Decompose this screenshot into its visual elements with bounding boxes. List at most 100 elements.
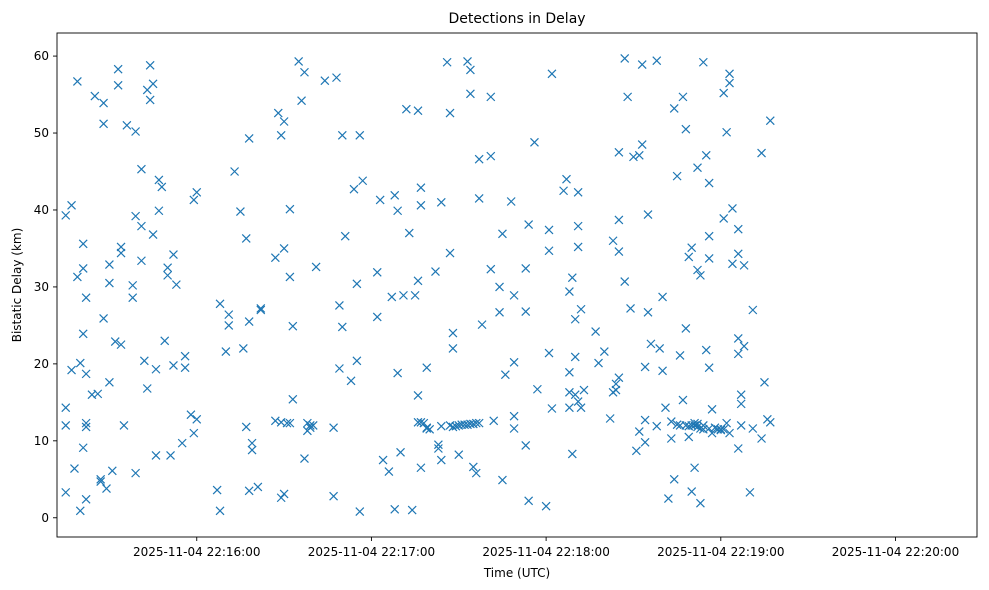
data-point (698, 421, 708, 430)
data-point (96, 477, 106, 487)
data-point (352, 279, 362, 289)
data-point (684, 252, 694, 262)
data-point (698, 57, 708, 67)
data-point (631, 446, 641, 456)
data-point (693, 265, 702, 275)
data-point (748, 424, 758, 433)
data-point (413, 390, 423, 400)
data-point (693, 422, 702, 432)
data-point (567, 449, 577, 459)
data-point (736, 399, 746, 409)
data-point (431, 267, 440, 276)
data-point (288, 394, 298, 404)
data-point (279, 489, 289, 499)
data-point (384, 467, 394, 477)
data-point (180, 351, 190, 361)
data-point (163, 270, 173, 280)
data-point (81, 494, 91, 504)
data-point (285, 272, 295, 282)
data-point (704, 254, 714, 263)
data-point (486, 264, 496, 274)
data-point (422, 424, 432, 433)
data-point (498, 475, 507, 485)
data-point (695, 498, 705, 508)
data-point (122, 120, 132, 130)
data-point (509, 424, 519, 433)
data-point (78, 239, 88, 249)
data-point (270, 253, 280, 263)
data-point (728, 259, 737, 269)
data-point (157, 182, 167, 192)
data-point (599, 347, 609, 356)
data-point (300, 67, 309, 77)
data-point (137, 221, 146, 231)
data-point (378, 455, 388, 465)
data-point (448, 422, 458, 432)
data-point (663, 494, 673, 503)
x-axis-label: Time (UTC) (483, 566, 550, 580)
data-point (757, 434, 766, 443)
data-point (72, 77, 82, 86)
data-point (544, 246, 554, 256)
data-point (139, 356, 149, 366)
y-tick-label: 10 (34, 434, 49, 448)
x-tick-label: 2025-11-04 22:20:00 (832, 545, 959, 559)
data-point (445, 248, 455, 258)
y-tick-label: 40 (34, 203, 49, 217)
data-point (451, 421, 461, 431)
x-tick-label: 2025-11-04 22:19:00 (657, 545, 784, 559)
data-point (300, 454, 309, 463)
data-point (192, 187, 202, 197)
data-point (358, 176, 368, 186)
data-point (90, 91, 100, 101)
data-point (448, 344, 458, 353)
data-point (329, 491, 339, 501)
data-point (669, 474, 679, 484)
data-point (128, 280, 138, 290)
data-point (215, 299, 225, 309)
data-point (506, 197, 516, 206)
data-point (704, 178, 714, 188)
data-point (468, 462, 478, 472)
data-point (224, 320, 234, 330)
data-point (471, 418, 481, 428)
data-point (61, 421, 71, 430)
data-point (608, 236, 618, 246)
data-point (719, 88, 729, 98)
data-point (329, 423, 339, 433)
data-point (81, 422, 91, 432)
data-point (652, 56, 662, 66)
data-point (707, 428, 717, 438)
data-point (387, 292, 397, 302)
data-point (637, 60, 647, 69)
data-point (180, 363, 190, 373)
data-point (212, 485, 222, 495)
data-point (474, 154, 484, 164)
data-point (224, 310, 234, 320)
data-point (393, 368, 403, 378)
data-point (629, 152, 638, 162)
data-point (285, 204, 295, 214)
data-point (498, 229, 507, 239)
data-point (276, 130, 286, 140)
data-point (733, 334, 743, 343)
data-point (471, 468, 481, 478)
data-point (276, 493, 286, 503)
data-point (646, 339, 656, 349)
data-point (655, 344, 665, 353)
data-point (634, 150, 644, 160)
data-point (658, 366, 667, 376)
data-point (416, 463, 426, 473)
data-point (716, 425, 726, 435)
data-point (422, 363, 432, 373)
data-point (445, 108, 455, 118)
data-point (230, 167, 240, 176)
data-point (416, 183, 426, 193)
data-point (334, 300, 344, 310)
data-point (678, 395, 688, 405)
data-point (244, 317, 254, 326)
data-point (643, 210, 653, 220)
data-point (760, 377, 769, 387)
data-point (728, 204, 737, 213)
data-point (160, 336, 170, 346)
